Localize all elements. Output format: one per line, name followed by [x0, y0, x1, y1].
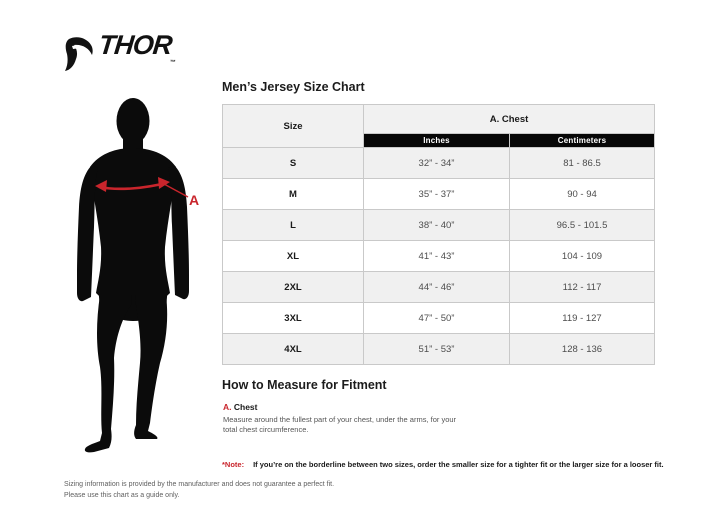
- size-cell: 3XL: [222, 302, 364, 334]
- column-header-inches: Inches: [363, 133, 510, 148]
- table-row: M 35” - 37” 90 - 94: [222, 178, 656, 210]
- chest-label-a: A: [189, 192, 199, 208]
- table-row: XL 41” - 43” 104 - 109: [222, 240, 656, 272]
- column-header-centimeters: Centimeters: [508, 133, 656, 148]
- cm-cell: 112 - 117: [508, 271, 656, 303]
- disclaimer-line-2: Please use this chart as a guide only.: [64, 491, 180, 499]
- inches-cell: 35” - 37”: [363, 178, 510, 210]
- goat-head-icon: [65, 37, 93, 71]
- column-header-chest: A. Chest: [362, 104, 656, 134]
- silhouette-body: [77, 98, 189, 453]
- size-chart-table: Size A. Chest Inches Centimeters S 32” -…: [222, 104, 656, 365]
- measure-item-description: Measure around the fullest part of your …: [223, 415, 456, 434]
- disclaimer-line-1: Sizing information is provided by the ma…: [64, 481, 335, 488]
- cm-cell: 104 - 109: [508, 240, 656, 272]
- chest-measurement-arrow: A: [95, 177, 199, 208]
- table-row: 4XL 51” - 53” 128 - 136: [222, 333, 656, 365]
- brand-name: THOR™: [97, 30, 176, 66]
- measure-item-chest: A. Chest Measure around the fullest part…: [223, 402, 456, 434]
- male-silhouette-figure: A: [77, 98, 199, 453]
- sizing-disclaimer: Sizing information is provided by the ma…: [64, 480, 334, 501]
- cm-cell: 119 - 127: [508, 302, 656, 334]
- fitment-note: *Note: If you’re on the borderline betwee…: [222, 460, 664, 469]
- note-text: If you’re on the borderline between two …: [253, 460, 664, 469]
- inches-cell: 38” - 40”: [363, 209, 510, 241]
- column-header-size: Size: [222, 104, 364, 148]
- inches-cell: 51” - 53”: [363, 333, 510, 365]
- table-row: 3XL 47” - 50” 119 - 127: [222, 302, 656, 334]
- cm-cell: 81 - 86.5: [508, 147, 656, 179]
- size-cell: 2XL: [222, 271, 364, 303]
- inches-cell: 44” - 46”: [363, 271, 510, 303]
- description-line-2: total chest circumference.: [223, 424, 309, 434]
- size-cell: 4XL: [222, 333, 364, 365]
- description-line-1: Measure around the fullest part of your …: [223, 415, 457, 424]
- cm-cell: 128 - 136: [508, 333, 656, 365]
- page-title: Men’s Jersey Size Chart: [222, 80, 365, 94]
- inches-cell: 32” - 34”: [363, 147, 510, 179]
- size-cell: XL: [222, 240, 364, 272]
- inches-cell: 41” - 43”: [363, 240, 510, 272]
- how-to-measure-title: How to Measure for Fitment: [222, 378, 387, 392]
- note-label: *Note:: [222, 460, 245, 469]
- measure-item-name: Chest: [231, 402, 258, 412]
- table-row: 2XL 44” - 46” 112 - 117: [222, 271, 656, 303]
- size-cell: S: [222, 147, 364, 179]
- inches-cell: 47” - 50”: [363, 302, 510, 334]
- cm-cell: 96.5 - 101.5: [508, 209, 656, 241]
- table-row: L 38” - 40” 96.5 - 101.5: [222, 209, 656, 241]
- measure-item-label: A. Chest: [223, 402, 456, 412]
- table-row: S 32” - 34” 81 - 86.5: [222, 147, 656, 179]
- brand-logo: THOR™: [64, 28, 177, 80]
- measure-item-letter: A.: [223, 402, 232, 412]
- cm-cell: 90 - 94: [508, 178, 656, 210]
- trademark-mark: ™: [169, 60, 176, 66]
- size-cell: M: [222, 178, 364, 210]
- size-cell: L: [222, 209, 364, 241]
